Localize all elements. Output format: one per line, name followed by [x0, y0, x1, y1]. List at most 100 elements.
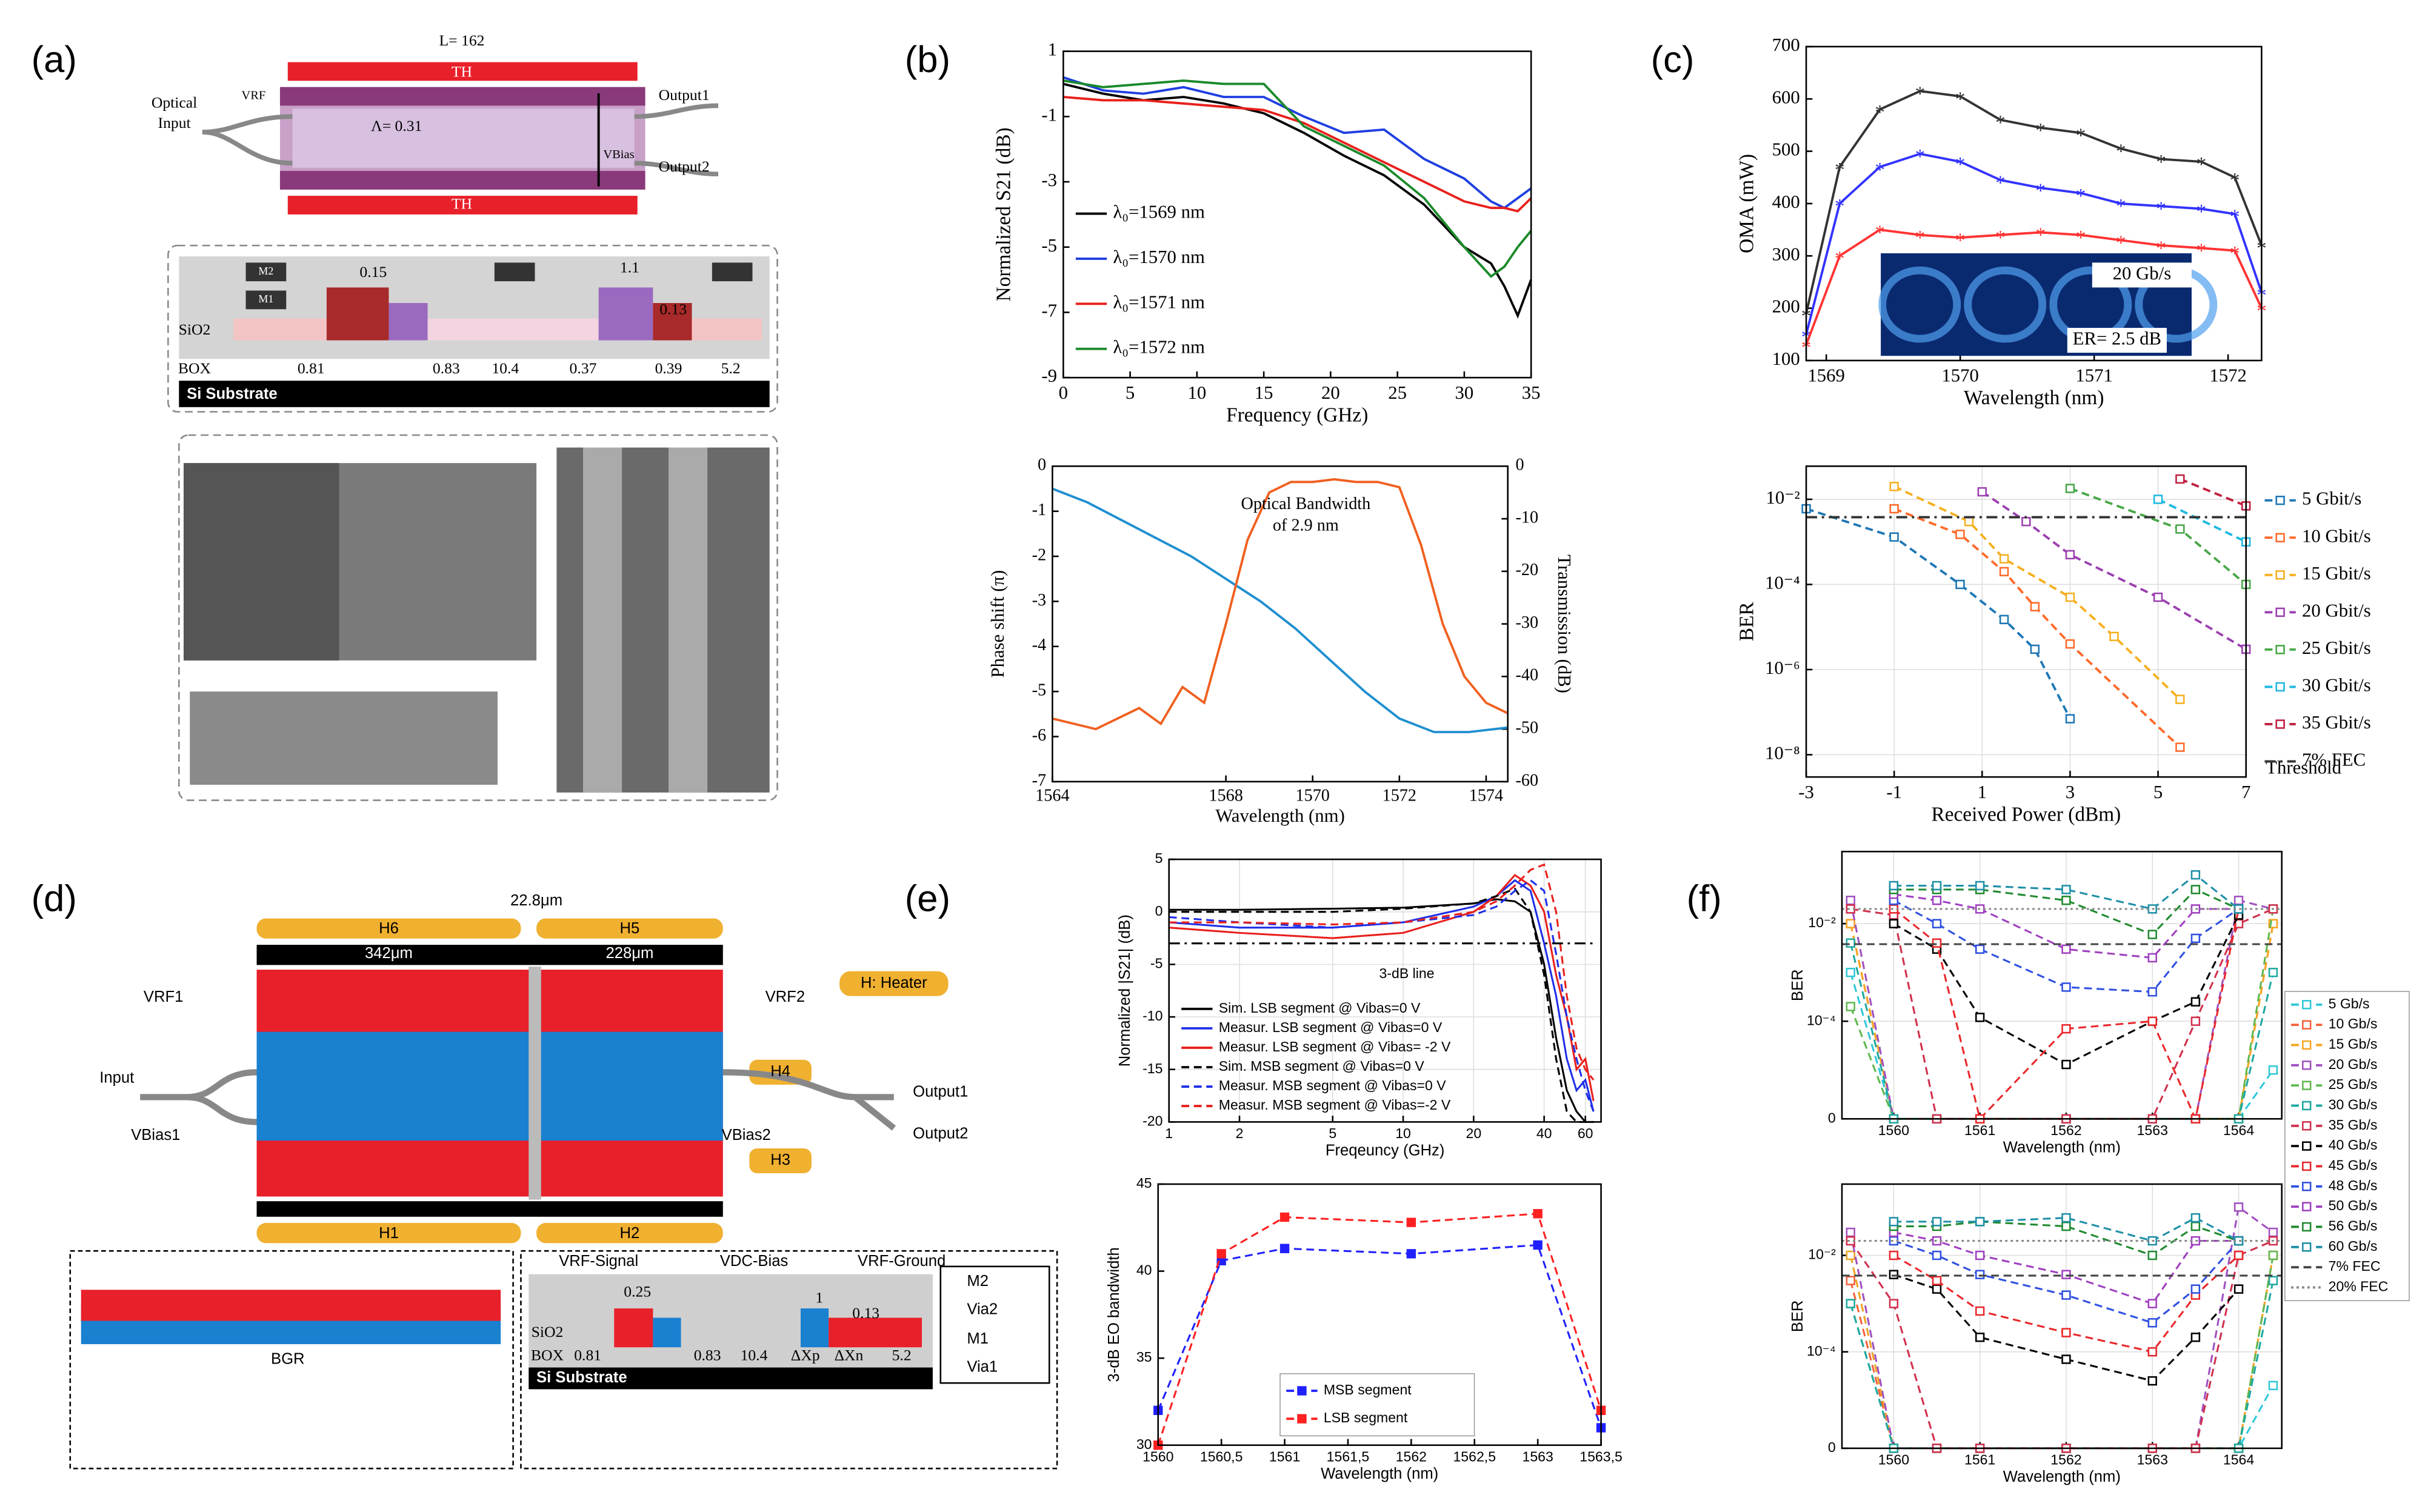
y-tick-label: 10⁻²: [1766, 487, 1800, 508]
annotation: ER= 2.5 dB: [2073, 328, 2161, 349]
x-tick-label: 1572: [2209, 365, 2247, 386]
y-axis-label: BER: [1789, 1301, 1806, 1333]
y-tick-label: 100: [1772, 348, 1800, 369]
marker: [2175, 694, 2185, 704]
y-tick-label: -5: [1032, 681, 1046, 700]
heater: [749, 1148, 812, 1173]
marker: [1975, 1270, 1985, 1279]
marker: [2268, 1380, 2278, 1391]
y2-tick-label: -20: [1516, 561, 1539, 579]
marker: [2021, 516, 2031, 527]
series-line: [1893, 485, 2181, 701]
legend-label: 5 Gbit/s: [2302, 488, 2361, 509]
heater: [256, 1223, 521, 1244]
marker: [1846, 1250, 1855, 1261]
label: 5.2: [721, 359, 741, 377]
label: VDC-Bias: [720, 1253, 789, 1270]
marker: [1889, 1250, 1899, 1261]
x-tick-label: 1561: [1964, 1452, 1995, 1468]
x-tick-label: 1564: [2223, 1452, 2254, 1468]
label: Λ= 0.31: [371, 117, 422, 135]
legend-label: 20% FEC: [2329, 1279, 2389, 1294]
marker: *: [1955, 88, 1966, 110]
marker: [1964, 516, 1974, 527]
legend-label: 40 Gb/s: [2329, 1137, 2378, 1153]
legend-label: 50 Gb/s: [2329, 1197, 2378, 1213]
label: SiO2: [179, 321, 211, 338]
x-tick-label: 1563,5: [1579, 1449, 1623, 1465]
x-tick-label: 0: [1059, 382, 1068, 403]
legend-label: 30 Gbit/s: [2302, 674, 2371, 695]
y-tick-label: 10⁻⁴: [1807, 1012, 1836, 1028]
y-tick-label: 10⁻⁴: [1765, 572, 1800, 593]
y-tick-label: 10⁻⁸: [1765, 742, 1800, 763]
panel-label: (c): [1651, 39, 1695, 81]
heater: [287, 196, 638, 215]
marker: [2061, 1059, 2071, 1070]
y-tick-label: 10⁻²: [1808, 1247, 1836, 1262]
marker: [1889, 881, 1899, 891]
y-tick-label: -4: [1032, 636, 1046, 654]
annotation: Optical Bandwidth: [1241, 495, 1370, 513]
label: 10.4: [492, 359, 519, 377]
annotation: 3-dB line: [1379, 965, 1435, 981]
marker: [2065, 550, 2075, 560]
legend-label: 10 Gb/s: [2329, 1016, 2378, 1031]
marker: [1846, 1299, 1855, 1308]
legend-marker: [2302, 1040, 2312, 1050]
marker: [2109, 631, 2119, 641]
y-tick-label: -7: [1041, 300, 1057, 321]
marker: *: [2076, 125, 2086, 147]
chart: 1569 1570 1571 1572 100 200 300 400 500 600 700 * * *…: [1735, 35, 2266, 409]
x-axis-label: Wavelength (nm): [1215, 805, 1345, 826]
plot-area: [1063, 51, 1532, 378]
diagram-d: 22.8μm H6 H5 342μm 228μm H: Heater VRF1 …: [69, 892, 1058, 1470]
panel-label: (a): [32, 39, 77, 81]
x-tick-label: 60: [1578, 1125, 1593, 1141]
legend-label: Measur. LSB segment @ Vibas=0 V: [1219, 1019, 1443, 1035]
legend-marker: [2275, 719, 2285, 729]
series-line: [1063, 79, 1532, 278]
y-axis-label: Phase shift (π): [987, 570, 1008, 678]
marker: [2147, 953, 2157, 963]
marker: [1889, 482, 1899, 491]
y-axis-label: OMA (mW): [1735, 154, 1758, 253]
y-tick-label: -3: [1041, 170, 1057, 190]
legend-label: 60 Gb/s: [2329, 1238, 2378, 1254]
doping: [800, 1308, 829, 1348]
plot-area: [1052, 466, 1508, 782]
legend-label: 35 Gb/s: [2329, 1117, 2378, 1133]
label: H: Heater: [861, 974, 927, 991]
diagram-a: L= 162 TH TH Optical Input VRF VBias Λ= …: [152, 32, 778, 801]
plot-frame: [1805, 45, 2263, 362]
doping: [233, 318, 327, 341]
label: VBias2: [722, 1127, 771, 1144]
legend-marker: [2275, 495, 2285, 505]
metal: [245, 262, 287, 282]
marker: [2190, 1016, 2201, 1026]
y-tick-label: 1: [1048, 39, 1057, 60]
legend-label: λ₀=1571 nm: [1113, 291, 1205, 312]
label: TH: [452, 195, 472, 212]
marker: [1889, 532, 1899, 542]
substrate: [529, 1367, 933, 1390]
x-tick-label: 1: [1978, 782, 1987, 802]
label: 0.13: [852, 1304, 879, 1322]
series-line: [1052, 487, 1508, 733]
label: Output1: [659, 86, 710, 104]
label: VRF: [241, 89, 265, 102]
label: 0.37: [570, 359, 597, 377]
marker: *: [2035, 119, 2046, 142]
y-tick-label: -9: [1041, 365, 1057, 386]
marker: [2061, 1290, 2071, 1300]
label: Output2: [659, 158, 710, 175]
legend-label: 30 Gb/s: [2329, 1097, 2378, 1113]
marker: [2190, 885, 2201, 894]
heater: [536, 1223, 723, 1244]
legend-marker: [2275, 645, 2285, 654]
x-tick-label: 1570: [1296, 787, 1330, 805]
label: VRF-Signal: [559, 1253, 638, 1270]
marker: [1932, 938, 1942, 948]
marker: [1889, 1217, 1899, 1227]
legend-marker: [2275, 607, 2285, 618]
